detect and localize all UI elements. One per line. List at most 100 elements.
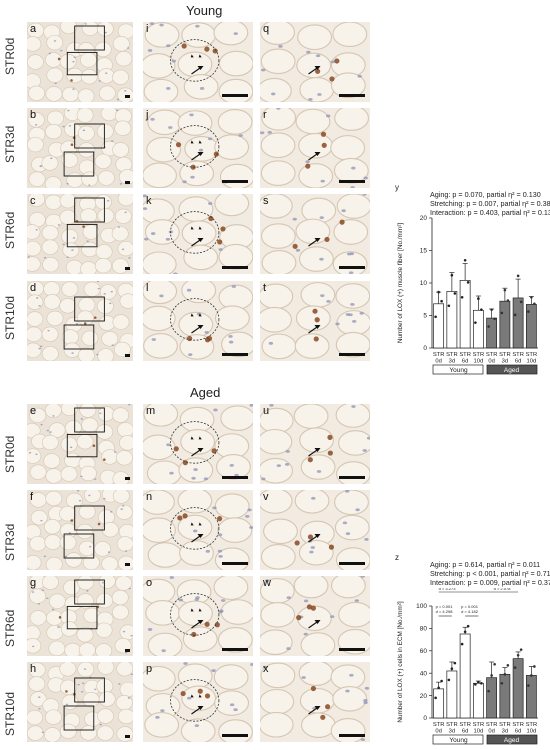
tissue-image <box>260 22 370 102</box>
data-point <box>434 696 437 700</box>
data-point <box>533 302 536 306</box>
row-label-aged-str0d: STR0d <box>3 435 17 473</box>
data-point <box>527 310 530 313</box>
tissue-image <box>260 576 370 656</box>
group-label-aged: Aged <box>504 737 520 744</box>
micrograph-panel-x: x <box>260 662 370 742</box>
panel-letter: u <box>263 405 270 417</box>
x-tick-label: 3d <box>502 359 508 365</box>
x-tick-label: STR <box>499 722 511 728</box>
scale-bar <box>125 354 130 357</box>
chart-y-stat-interaction: Interaction: p = 0.403, partial η² = 0.1… <box>430 208 550 217</box>
significance-label: d = 4.298 <box>436 609 454 614</box>
significance-label: p = 0.001 <box>436 604 454 609</box>
panel-letter: a <box>30 23 37 35</box>
scale-bar <box>222 180 248 183</box>
scale-bar <box>125 267 130 270</box>
data-point <box>437 686 440 690</box>
bar <box>472 309 484 349</box>
row-label-young-str3d: STR3d <box>3 125 17 163</box>
data-point <box>490 308 493 311</box>
bar <box>512 297 524 349</box>
micrograph-panel-r: r <box>260 108 370 188</box>
panel-letter: c <box>30 195 36 207</box>
group-label-young: Young <box>449 367 468 374</box>
tissue-image <box>143 281 253 361</box>
y-tick-label: 10 <box>420 280 428 287</box>
x-tick-label: 0d <box>435 729 441 735</box>
data-point <box>506 299 510 302</box>
micrograph-panel-f: f <box>27 490 133 570</box>
scale-bar <box>222 94 248 97</box>
data-point <box>434 315 437 319</box>
data-point <box>480 681 483 685</box>
tissue-image <box>27 576 133 656</box>
x-tick-label: 10d <box>474 359 484 365</box>
bar <box>433 303 445 349</box>
group-label-aged: Aged <box>504 367 520 374</box>
panel-letter: n <box>146 491 153 503</box>
data-point <box>453 661 457 665</box>
data-point <box>516 653 520 657</box>
tissue-image <box>260 194 370 274</box>
x-tick-label: STR <box>446 352 458 358</box>
x-tick-label: 6d <box>462 359 468 365</box>
x-tick-label: STR <box>499 352 511 358</box>
panel-letter: m <box>146 405 156 417</box>
y-axis-label: Number of LOX (+) muscle fiber [No./mm²] <box>397 223 404 343</box>
bar <box>472 682 484 719</box>
chart-z-stat-interaction: Interaction: p = 0.009, partial η² = 0.3… <box>430 578 550 587</box>
x-tick-label: STR <box>486 352 498 358</box>
micrograph-panel-u: u <box>260 404 370 484</box>
bar <box>525 675 537 719</box>
panel-letter: e <box>30 405 37 417</box>
x-tick-label: STR <box>473 722 485 728</box>
data-point <box>450 667 454 671</box>
panel-letter: d <box>30 282 37 294</box>
tissue-image <box>27 404 133 484</box>
tissue-image <box>143 576 253 656</box>
micrograph-panel-m: m <box>143 404 253 484</box>
micrograph-panel-v: v <box>260 490 370 570</box>
scale-bar <box>339 94 365 97</box>
x-tick-label: STR <box>459 722 471 728</box>
chart-z-stat-stretching: Stretching: p < 0.001, partial η² = 0.71… <box>430 569 550 578</box>
tissue-image <box>27 490 133 570</box>
y-tick-label: 20 <box>420 693 428 700</box>
x-tick-label: 0d <box>488 359 494 365</box>
panel-letter: l <box>146 282 149 294</box>
micrograph-panel-i: i <box>143 22 253 102</box>
micrograph-panel-d: d <box>27 281 133 361</box>
micrograph-panel-w: w <box>260 576 370 656</box>
data-point <box>460 296 464 299</box>
scale-bar <box>222 353 248 356</box>
data-point <box>447 304 451 308</box>
data-point <box>480 308 483 311</box>
panel-letter: f <box>30 491 34 503</box>
significance-label: p = 0.001 <box>461 604 479 609</box>
bar <box>459 633 471 719</box>
scale-bar <box>339 562 365 565</box>
scale-bar <box>222 266 248 269</box>
data-point <box>500 311 504 315</box>
y-tick-label: 5 <box>423 313 427 320</box>
tissue-image <box>143 194 253 274</box>
data-point <box>503 288 507 292</box>
data-point <box>513 313 517 317</box>
tissue-image <box>27 281 133 361</box>
data-point <box>530 296 533 299</box>
chart-z-stats: Aging: p = 0.614, partial η² = 0.011 Str… <box>430 560 550 587</box>
bar <box>499 673 511 719</box>
x-tick-label: STR <box>446 722 458 728</box>
scale-bar <box>222 648 248 651</box>
x-tick-label: STR <box>526 722 538 728</box>
y-tick-label: 80 <box>420 626 428 633</box>
tissue-image <box>260 490 370 570</box>
micrograph-panel-t: t <box>260 281 370 361</box>
micrograph-panel-e: e <box>27 404 133 484</box>
y-tick-label: 0 <box>423 345 427 352</box>
bar <box>446 670 458 719</box>
data-point <box>533 665 536 668</box>
x-tick-label: STR <box>473 352 485 358</box>
data-point <box>450 273 454 277</box>
